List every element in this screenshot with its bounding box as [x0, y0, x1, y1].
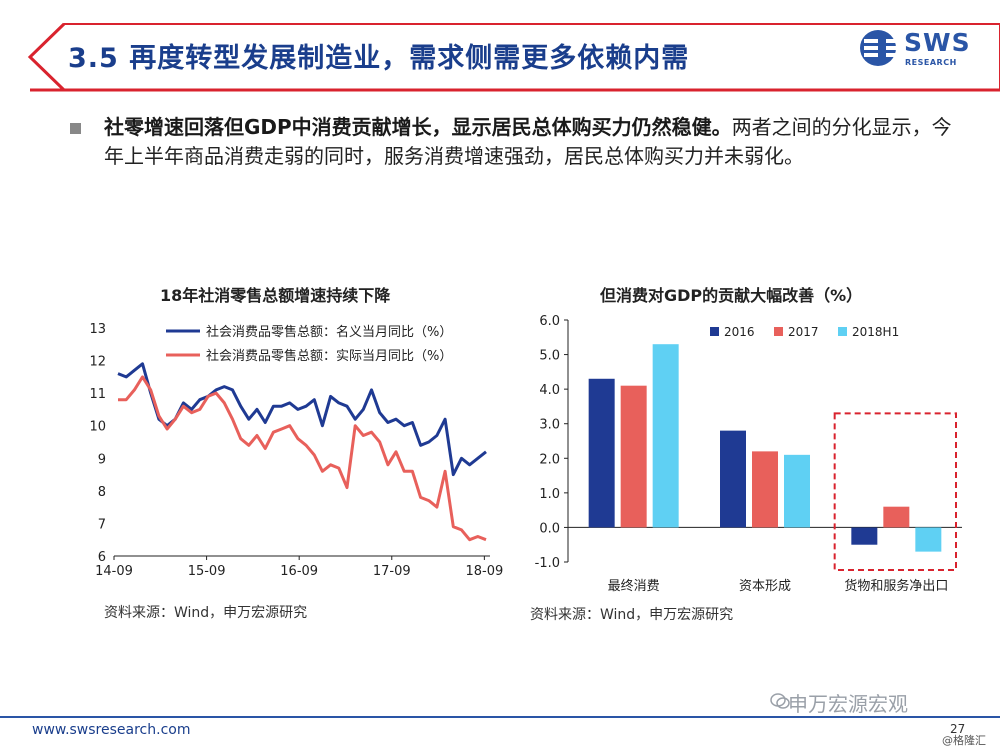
series-line-1: [117, 362, 487, 477]
x-tick-label: 14-09: [95, 564, 133, 579]
logo-subtext: RESEARCH: [905, 58, 957, 67]
y-tick-label: 5.0: [539, 349, 560, 364]
bar-2016-1: [588, 378, 615, 528]
y-tick-label: 7: [98, 517, 106, 532]
y-tick-label: 6.0: [539, 314, 560, 329]
y-tick-label: 1.0: [539, 487, 560, 502]
wechat-icon: [770, 693, 790, 709]
legend-label: 2016: [724, 325, 755, 339]
footer-url[interactable]: www.swsresearch.com: [32, 722, 191, 738]
y-tick-label: 10: [89, 420, 106, 435]
bar-2017-3: [883, 506, 910, 528]
line-chart-source: 资料来源：Wind，申万宏源研究: [104, 605, 308, 621]
category-label: 货物和服务净出口: [844, 578, 948, 594]
legend-label: 2017: [788, 325, 819, 339]
logo-icon: [860, 30, 898, 66]
y-tick-label: 9: [98, 452, 106, 467]
bar-2016-3: [851, 527, 878, 545]
watermark: 申万宏源宏观: [788, 692, 908, 716]
legend-swatch: [710, 327, 719, 336]
highlight-box: [833, 412, 957, 572]
x-tick-label: 15-09: [188, 564, 226, 579]
y-tick-label: 12: [89, 355, 106, 370]
legend-swatch: [838, 327, 847, 336]
category-label: 资本形成: [739, 579, 791, 594]
y-tick-label: 6: [98, 550, 106, 565]
legend-label: 2018H1: [852, 325, 899, 339]
bar-chart: -1.0 0.0 1.0 2.0 3.0 4.0 5.0 6.0 最终消费 资本形成 货物和服务净出…: [535, 314, 962, 594]
page-title: 3.5 再度转型发展制造业，需求侧需更多依赖内需: [68, 43, 690, 74]
header-decoration: [27, 22, 1000, 92]
x-tick-label: 18-09: [465, 564, 503, 579]
header-bar: 3.5 再度转型发展制造业，需求侧需更多依赖内需 SWS RESEARCH: [0, 0, 1000, 92]
x-tick-label: 16-09: [280, 564, 318, 579]
bullet-square: [70, 123, 81, 134]
y-tick-label: 3.0: [539, 418, 560, 433]
bar-2018H1-3: [915, 527, 942, 552]
bar-chart-source: 资料来源：Wind，申万宏源研究: [530, 607, 734, 623]
y-tick-label: 0.0: [539, 521, 560, 536]
series-line-2: [118, 375, 487, 542]
legend-label: 社会消费品零售总额：实际当月同比（%）: [206, 348, 452, 364]
line-chart-title: 18年社消零售总额增速持续下降: [160, 286, 391, 305]
bar-2018H1-2: [784, 454, 810, 528]
bar-chart-title: 但消费对GDP的贡献大幅改善（%）: [600, 286, 863, 305]
footer-line: [0, 716, 1000, 718]
bar-2017-2: [752, 451, 778, 528]
y-tick-label: 4.0: [539, 383, 560, 398]
body-text: 两者之间的分化显示，今年上半年商品消费走弱的同时，服务消费增速强劲，居民总体购买…: [104, 115, 952, 168]
bar-2017-1: [620, 385, 647, 528]
y-tick-label: 13: [89, 322, 106, 337]
y-tick-label: 11: [89, 387, 106, 402]
legend-label: 社会消费品零售总额：名义当月同比（%）: [206, 324, 452, 340]
logo-text: SWS: [904, 28, 971, 57]
y-tick-label: 8: [98, 485, 106, 500]
credit-text: @格隆汇: [942, 734, 986, 747]
y-tick-label: 2.0: [539, 452, 560, 467]
bar-2018H1-1: [652, 344, 679, 528]
logo: SWS RESEARCH: [858, 26, 978, 70]
line-chart: 6 7 8 9 10 11 12 13 14-09 15-09 16-09 17-09 18-09 社会消…: [89, 322, 503, 579]
bar-2016-2: [720, 430, 746, 528]
body-bold-text: 社零增速回落但GDP中消费贡献增长，显示居民总体购买力仍然稳健。: [104, 115, 732, 139]
x-tick-label: 17-09: [373, 564, 411, 579]
legend-swatch: [774, 327, 783, 336]
category-label: 最终消费: [608, 578, 660, 594]
y-tick-label: -1.0: [535, 556, 560, 571]
page-number: 27: [950, 722, 966, 736]
body-paragraph: 社零增速回落但GDP中消费贡献增长，显示居民总体购买力仍然稳健。两者之间的分化显…: [104, 113, 952, 171]
